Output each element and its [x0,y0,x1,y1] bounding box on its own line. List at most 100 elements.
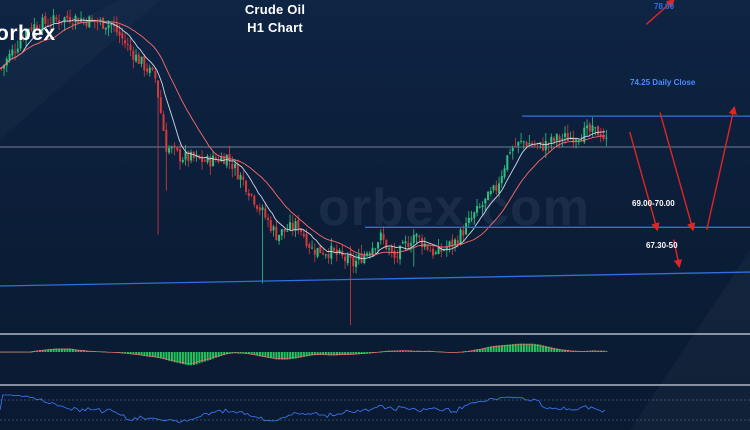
macd-bar [168,352,171,361]
candle-body [217,159,220,162]
macd-bar [71,348,74,352]
candle-body [96,20,99,23]
macd-bar [201,352,204,363]
macd-bar [195,352,198,365]
macd-bar [162,352,165,360]
brand-logo: orbex [0,22,56,45]
macd-bar [566,350,569,352]
candle-body [566,133,569,141]
candle-body [104,27,107,30]
macd-bar [561,349,564,352]
macd-bar [77,349,80,352]
candle-body [278,234,281,241]
candle-body [102,17,105,29]
macd-bar [234,352,237,353]
macd-bar [506,344,509,352]
macd-bar [192,352,195,366]
candle-body [121,33,124,39]
candle-body [107,24,110,29]
candle-body [41,17,44,32]
macd-bar [308,352,311,356]
candle-body [58,20,61,24]
macd-bar [484,347,487,352]
candle-body [30,27,33,30]
macd-bar [407,350,410,352]
candle-body [528,143,531,145]
candle-body [258,207,261,211]
candle-body [357,254,360,260]
candle-body [349,252,352,259]
target-label: 78.00 [654,2,675,11]
macd-bar [154,352,157,358]
candle-body [22,38,25,40]
candle-body [492,185,495,190]
candle-body [558,136,561,141]
candle-body [404,241,407,244]
candle-body [305,234,308,247]
candle-body [209,156,212,167]
candle-body [517,141,520,146]
candle-body [253,195,256,205]
macd-bar [602,350,605,352]
macd-bar [426,351,429,352]
macd-bar [38,350,41,352]
candle-body [269,219,272,232]
macd-bar [214,352,217,358]
macd-bar [253,352,256,356]
macd-bar [47,349,50,352]
macd-bar [313,352,316,356]
macd-bar [572,350,575,352]
candle-body [250,193,253,195]
candle-body [162,114,165,131]
candle-body [561,138,564,140]
macd-bar [476,349,479,352]
candle-body [448,241,451,247]
candle-body [547,142,550,144]
candle-body [264,208,267,218]
candle-body [484,198,487,204]
candle-body [602,134,605,139]
candle-body [481,205,484,208]
macd-bar [462,351,465,353]
candle-body [286,230,289,232]
macd-bar [489,346,492,352]
macd-bar [352,352,355,355]
candle-body [503,168,506,178]
candle-body [181,159,184,163]
macd-bar [36,350,39,352]
macd-bar [60,348,63,352]
macd-bar [539,344,542,352]
candle-body [487,191,490,200]
candle-body [371,247,374,255]
candle-body [148,67,151,74]
candle-body [324,254,327,256]
candle-body [25,30,28,41]
candle-body [313,249,316,255]
macd-bar [388,350,391,352]
macd-bar [470,350,473,352]
candle-body [591,125,594,132]
candle-body [393,250,396,259]
candle-body [294,221,297,231]
candle-body [333,247,336,251]
candle-body [382,234,385,240]
candle-body [308,244,311,248]
candle-body [242,176,245,180]
candle-body [489,191,492,195]
macd-bar [344,352,347,355]
macd-bar [324,352,327,355]
candle-body [520,140,523,142]
macd-bar [146,352,149,357]
macd-bar [236,352,239,354]
candle-body [327,254,330,258]
candle-body [368,253,371,255]
macd-bar [181,352,184,365]
candle-body [352,257,355,267]
macd-bar [319,352,322,355]
macd-bar [569,350,572,352]
candle-body [319,245,322,254]
candle-body [542,143,545,151]
macd-bar [85,350,88,352]
macd-bar [245,352,248,354]
